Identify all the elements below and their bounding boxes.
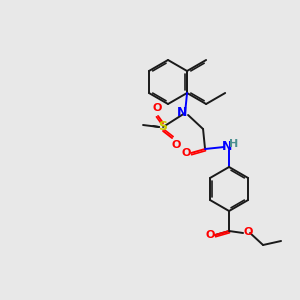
Text: S: S [159, 121, 168, 134]
Text: O: O [171, 140, 181, 150]
Text: N: N [177, 106, 187, 118]
Text: O: O [182, 148, 191, 158]
Text: O: O [243, 227, 253, 237]
Text: N: N [222, 140, 232, 152]
Text: O: O [206, 230, 215, 240]
Text: H: H [230, 139, 239, 149]
Text: O: O [152, 103, 162, 113]
